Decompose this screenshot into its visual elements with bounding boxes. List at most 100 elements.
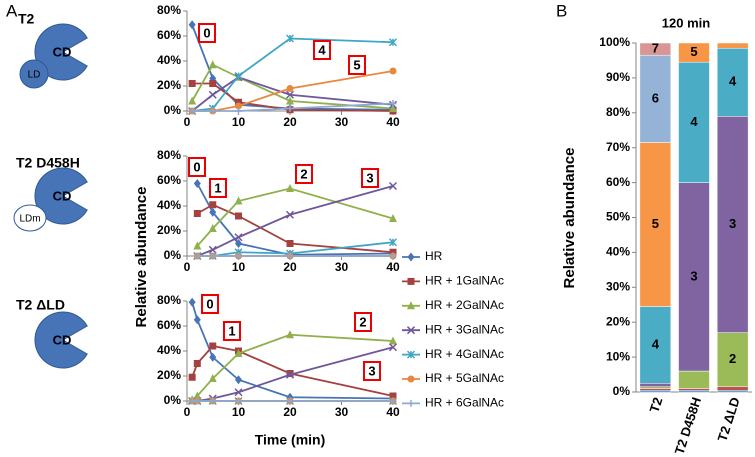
marker	[235, 375, 242, 385]
construct-t2: T2 CD LD	[18, 11, 88, 89]
chart-title: 120 min	[662, 15, 710, 30]
marker	[193, 397, 201, 405]
marker	[209, 107, 217, 115]
x-tick-label: 10	[232, 405, 246, 419]
bar-segment	[639, 42, 672, 56]
marker	[209, 352, 217, 362]
construct-d458h: T2 D458H CD LDm	[13, 155, 88, 232]
y-tick-label: 60%	[157, 28, 181, 42]
y-tick-label: 0%	[164, 393, 182, 407]
y-tick-label: 80%	[157, 293, 181, 307]
legend-marker	[407, 277, 415, 285]
annotation-box	[361, 168, 379, 188]
marker	[188, 373, 196, 381]
cd-domain	[34, 23, 88, 81]
marker	[389, 67, 397, 75]
x-tick-label: T2 ΔLD	[714, 395, 742, 443]
annotation-box	[209, 178, 227, 198]
marker	[235, 107, 242, 115]
y-tick-label: 0%	[164, 103, 182, 117]
segment-label: 5	[690, 44, 697, 59]
bar-segment	[716, 332, 749, 388]
y-tick-label: 0%	[164, 248, 182, 262]
marker	[389, 392, 397, 400]
legend-label: HR + 1GalNAc	[425, 274, 504, 288]
marker	[188, 20, 196, 30]
marker	[188, 80, 196, 87]
x-axis-label: Time (min)	[255, 432, 326, 448]
marker	[285, 210, 295, 219]
marker	[188, 96, 197, 105]
y-tick-label: 10%	[606, 349, 630, 363]
annotation: 0	[193, 159, 200, 174]
annotation: 4	[318, 42, 326, 57]
construct-dld: T2 ΔLD CD	[16, 297, 88, 369]
bar-segment	[639, 383, 672, 388]
marker	[193, 252, 201, 260]
annotation: 0	[203, 25, 210, 40]
bar-segment	[716, 116, 749, 333]
bar-segment	[678, 182, 710, 372]
marker	[235, 212, 242, 220]
ld-domain	[19, 59, 49, 89]
y-tick-label: 60%	[606, 175, 630, 189]
x-tick-label: T2 D458H	[672, 395, 705, 456]
marker	[286, 240, 294, 247]
segment-label: 4	[729, 74, 737, 89]
marker	[388, 238, 398, 247]
legend-label: HR + 2GalNAc	[425, 298, 504, 312]
construct-name: T2 D458H	[16, 155, 80, 171]
annotation: 5	[353, 57, 360, 72]
x-tick-label: 0	[184, 115, 191, 129]
panel-label: B	[556, 1, 567, 20]
marker	[234, 233, 243, 242]
marker	[389, 336, 397, 345]
marker	[235, 397, 242, 405]
segment-label: 3	[729, 216, 736, 231]
y-tick-label: 80%	[157, 148, 181, 162]
annotation: 3	[368, 363, 375, 378]
legend-marker	[407, 375, 415, 383]
y-tick-label: 80%	[606, 105, 630, 119]
marker	[286, 184, 294, 192]
annotation: 0	[206, 296, 213, 311]
y-tick-label: 100%	[599, 35, 630, 49]
marker	[286, 105, 294, 112]
marker	[286, 370, 294, 377]
cd-domain	[34, 167, 88, 225]
annotation: 1	[228, 323, 235, 338]
bar-segment	[639, 390, 672, 393]
annotation-box	[363, 361, 381, 381]
y-tick-label: 40%	[606, 245, 630, 259]
segment-label: 5	[652, 216, 659, 231]
bar-segment	[678, 388, 710, 391]
cd-domain	[34, 311, 88, 369]
y-tick-label: 60%	[157, 318, 181, 332]
annotation: 2	[300, 166, 307, 181]
x-tick-label: 30	[335, 260, 349, 274]
x-tick-label: 40	[386, 405, 400, 419]
marker	[193, 210, 201, 217]
legend-label: HR	[425, 249, 443, 263]
y-axis-label: Relative abundance	[133, 187, 150, 328]
segment-label: 4	[652, 336, 660, 351]
bar-segment	[678, 42, 710, 63]
marker	[208, 245, 217, 254]
domain-label: LD	[28, 70, 41, 81]
marker	[209, 80, 217, 87]
x-tick-label: 40	[386, 115, 400, 129]
legend-marker	[406, 350, 416, 359]
bar-segment	[639, 386, 672, 389]
marker	[208, 60, 217, 69]
segment-label: 2	[729, 351, 736, 366]
y-tick-label: 40%	[157, 198, 181, 212]
y-tick-label: 40%	[157, 53, 181, 67]
marker	[193, 241, 202, 250]
annotation: 1	[214, 180, 221, 195]
x-tick-label: 30	[335, 405, 349, 419]
x-tick-label: 20	[283, 260, 297, 274]
ldm-domain	[13, 204, 47, 232]
marker	[209, 201, 217, 209]
x-tick-label: 0	[184, 260, 191, 274]
marker	[388, 38, 398, 47]
